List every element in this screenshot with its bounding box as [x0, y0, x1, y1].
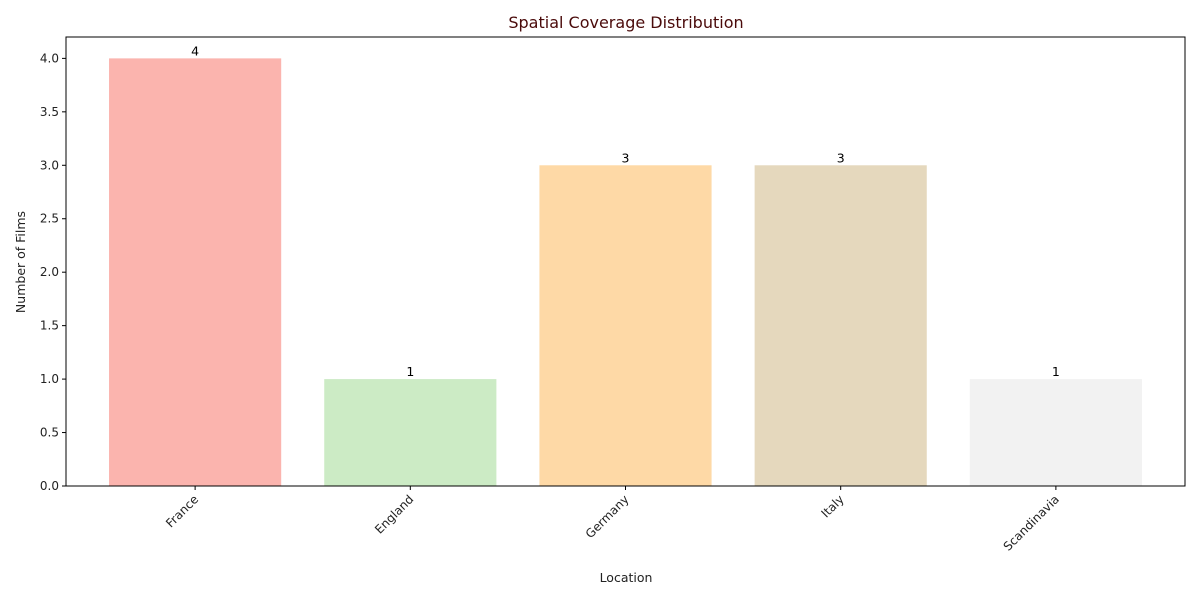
- y-tick-label: 2.0: [40, 265, 59, 279]
- y-tick-label: 1.0: [40, 372, 59, 386]
- plot-area: 0.0 0.5 1.0 1.5 2.0 2.5 3.0 3.5 4.0 4 France 1 Engla…: [40, 43, 1142, 554]
- y-axis-title: Number of Films: [13, 211, 28, 313]
- y-tick-label: 0.5: [40, 426, 59, 440]
- y-tick-label: 0.0: [40, 479, 59, 493]
- x-tick-label: France: [163, 492, 201, 530]
- x-axis-title: Location: [600, 570, 653, 585]
- plot-frame: [65, 36, 1186, 487]
- y-tick-label: 3.5: [40, 105, 59, 119]
- x-tick-label: England: [372, 492, 416, 536]
- y-tick-label: 2.5: [40, 212, 59, 226]
- y-tick-label: 1.5: [40, 319, 59, 333]
- bar-germany: [539, 165, 712, 487]
- x-tick-label: Scandinavia: [1001, 492, 1062, 553]
- bar-italy: [754, 165, 927, 487]
- bar-england: [324, 379, 497, 486]
- bar-value-label: 4: [191, 43, 199, 58]
- x-tick-label: Italy: [818, 492, 846, 520]
- bar-france: [109, 58, 282, 486]
- bar-value-label: 3: [837, 150, 845, 165]
- x-tick-label: Germany: [583, 492, 632, 541]
- y-tick-label: 3.0: [40, 158, 59, 172]
- bar-value-label: 3: [622, 150, 630, 165]
- bar-value-label: 1: [1052, 364, 1060, 379]
- y-tick-label: 4.0: [40, 51, 59, 65]
- bar-scandinavia: [969, 379, 1142, 486]
- bar-value-label: 1: [406, 364, 414, 379]
- chart-title: Spatial Coverage Distribution: [508, 13, 743, 32]
